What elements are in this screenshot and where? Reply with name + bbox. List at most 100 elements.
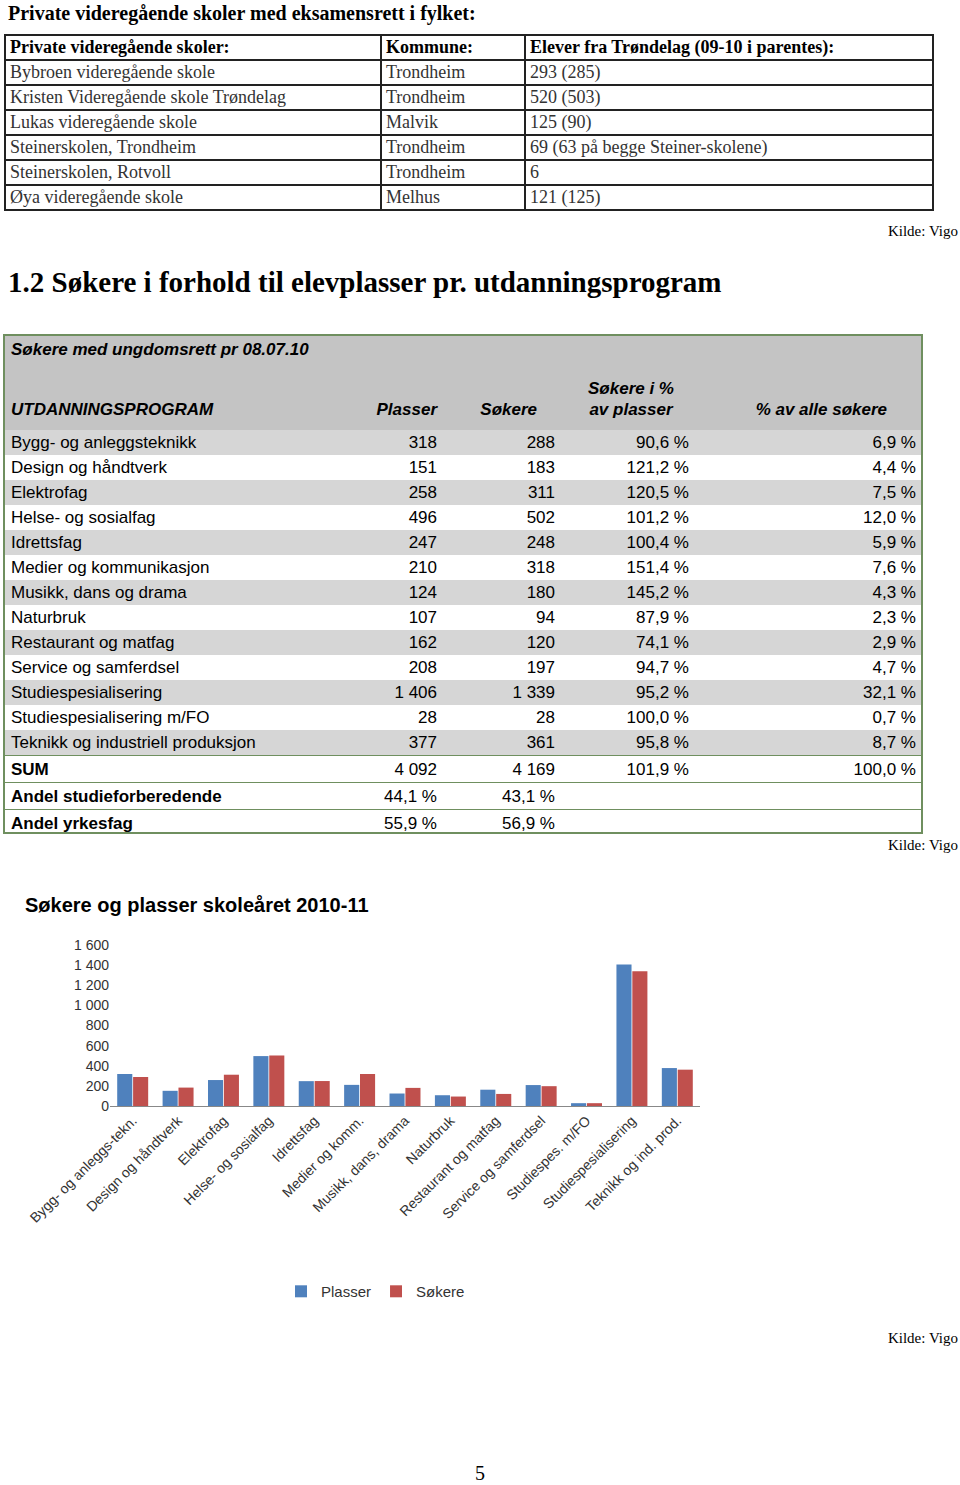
html-text:162: 162 [408, 633, 437, 652]
html-text:101,2 %: 101,2 % [626, 508, 689, 527]
html-text:4,3 %: 4,3 % [872, 583, 916, 602]
svg-text:Elektrofag: Elektrofag [175, 1113, 231, 1169]
html-text:Idrettsfag: Idrettsfag [11, 533, 82, 552]
html-text:Trondheim: Trondheim [386, 162, 466, 182]
html-text:UTDANNINGSPROGRAM: UTDANNINGSPROGRAM [11, 400, 214, 419]
html-text:5,9 %: 5,9 % [872, 533, 916, 552]
svg-text:1 200: 1 200 [74, 977, 109, 993]
html-text:Trondheim: Trondheim [386, 137, 466, 157]
html-text:125 (90): 125 (90) [530, 112, 592, 132]
html-text:74,1 %: 74,1 % [636, 633, 689, 652]
svg-text:Restaurant og matfag: Restaurant og matfag [396, 1113, 503, 1220]
svg-text:Idrettsfag: Idrettsfag [269, 1113, 322, 1166]
svg-text:Service og samferdsel: Service og samferdsel [439, 1113, 548, 1222]
html-text:258: 258 [408, 483, 437, 502]
html-text:Private videregående skoler me: Private videregående skoler med eksamens… [8, 2, 476, 24]
html-text:107: 107 [408, 608, 437, 627]
html-text:247: 247 [408, 533, 437, 552]
html-text:Kristen Videregående skole Trø: Kristen Videregående skole Trøndelag [10, 87, 286, 107]
svg-text:Helse- og sosialfag: Helse- og sosialfag [180, 1113, 276, 1209]
svg-text:0: 0 [101, 1098, 109, 1114]
svg-text:Plasser: Plasser [321, 1283, 371, 1300]
svg-text:1 000: 1 000 [74, 997, 109, 1013]
html-text:311: 311 [527, 483, 555, 502]
html-text:Elektrofag: Elektrofag [11, 483, 88, 502]
html-text:145,2 %: 145,2 % [626, 583, 689, 602]
html-text:Medier og kommunikasjon: Medier og kommunikasjon [11, 558, 210, 577]
html-text:248: 248 [526, 533, 555, 552]
html-text:288: 288 [526, 433, 555, 452]
html-text:Steinerskolen, Rotvoll: Steinerskolen, Rotvoll [10, 162, 171, 182]
svg-text:Medier og komm.: Medier og komm. [279, 1113, 367, 1201]
html-text:Private videregående skoler:: Private videregående skoler: [10, 37, 230, 57]
svg-text:Studiespes. m/FO: Studiespes. m/FO [503, 1112, 594, 1203]
html-text:520 (503): 520 (503) [530, 87, 601, 107]
html-text:Service og samferdsel: Service og samferdsel [11, 658, 180, 677]
svg-text:Studiespesialisering: Studiespesialisering [540, 1113, 639, 1212]
svg-text:800: 800 [86, 1017, 110, 1033]
html-text:Malvik: Malvik [386, 112, 438, 132]
html-text:Steinerskolen, Trondheim: Steinerskolen, Trondheim [10, 137, 196, 157]
html-text:7,5 %: 7,5 % [872, 483, 916, 502]
html-text:Lukas videregående skole: Lukas videregående skole [10, 112, 197, 132]
html-text:502: 502 [526, 508, 555, 527]
svg-text:Naturbruk: Naturbruk [403, 1112, 458, 1167]
html-text:4,4 %: 4,4 % [872, 458, 916, 477]
html-text:Restaurant og matfag: Restaurant og matfag [11, 633, 175, 652]
html-text:Naturbruk: Naturbruk [11, 608, 86, 627]
html-text:151,4 %: 151,4 % [626, 558, 689, 577]
html-text:av plasser: av plasser [589, 400, 673, 419]
html-text:120: 120 [526, 633, 555, 652]
svg-text:1 400: 1 400 [74, 957, 109, 973]
html-text:1.2 Søkere i forhold til elevp: 1.2 Søkere i forhold til elevplasser pr.… [8, 266, 722, 298]
html-text:318: 318 [408, 433, 437, 452]
html-text:Elever fra Trøndelag (09-10 i: Elever fra Trøndelag (09-10 i parentes): [530, 37, 835, 57]
html-text:151: 151 [408, 458, 437, 477]
html-text:12,0 %: 12,0 % [863, 508, 916, 527]
html-text:Design og håndtverk: Design og håndtverk [11, 458, 167, 477]
html-text:Helse- og sosialfag: Helse- og sosialfag [11, 508, 156, 527]
html-text:94: 94 [536, 608, 555, 627]
html-text:180: 180 [526, 583, 555, 602]
html-text:% av alle søkere: % av alle søkere [755, 400, 887, 419]
html-text:Musikk, dans og drama: Musikk, dans og drama [11, 583, 187, 602]
html-text:69 (63 på begge Steiner-skolen: 69 (63 på begge Steiner-skolene) [530, 137, 768, 157]
html-text:Bybroen videregående skole: Bybroen videregående skole [10, 62, 215, 82]
html-text:Plasser: Plasser [376, 400, 437, 419]
html-text:2,9 %: 2,9 % [872, 633, 916, 652]
html-text:210: 210 [408, 558, 437, 577]
html-text:496: 496 [408, 508, 437, 527]
html-text:293 (285): 293 (285) [530, 62, 601, 82]
html-text:318: 318 [526, 558, 555, 577]
html-text:121 (125): 121 (125) [530, 187, 601, 207]
html-text:Melhus: Melhus [386, 187, 440, 207]
html-text:Kommune:: Kommune: [386, 37, 473, 57]
svg-text:Teknikk og ind. prod.: Teknikk og ind. prod. [582, 1113, 684, 1215]
html-text:6,9 %: 6,9 % [872, 433, 916, 452]
svg-text:Søkere: Søkere [416, 1283, 464, 1300]
html-text:Søkere i %: Søkere i % [588, 379, 674, 398]
svg-text:600: 600 [86, 1038, 110, 1054]
html-text:121,2 %: 121,2 % [626, 458, 689, 477]
svg-text:Bygg- og anleggs-tekn.: Bygg- og anleggs-tekn. [27, 1113, 140, 1226]
html-text:7,6 %: 7,6 % [872, 558, 916, 577]
svg-text:Søkere og plasser skoleåret 20: Søkere og plasser skoleåret 2010-11 [25, 894, 369, 916]
svg-text:200: 200 [86, 1078, 110, 1094]
html-text:Søkere: Søkere [480, 400, 537, 419]
html-text:120,5 %: 120,5 % [626, 483, 689, 502]
html-text:Trondheim: Trondheim [386, 87, 466, 107]
html-text:87,9 %: 87,9 % [636, 608, 689, 627]
html-text:100,4 %: 100,4 % [626, 533, 689, 552]
html-text:2,3 %: 2,3 % [872, 608, 916, 627]
svg-text:1 600: 1 600 [74, 937, 109, 953]
svg-text:400: 400 [86, 1058, 110, 1074]
svg-text:Musikk, dans, drama: Musikk, dans, drama [309, 1112, 412, 1215]
html-text:Bygg- og anleggsteknikk: Bygg- og anleggsteknikk [11, 433, 197, 452]
html-text:Søkere med ungdomsrett pr 08.0: Søkere med ungdomsrett pr 08.07.10 [11, 340, 309, 359]
html-text:183: 183 [526, 458, 555, 477]
html-text:124: 124 [408, 583, 437, 602]
html-text:90,6 %: 90,6 % [636, 433, 689, 452]
svg-text:Design og håndtverk: Design og håndtverk [83, 1112, 186, 1215]
html-text:Øya videregående skole: Øya videregående skole [10, 187, 183, 207]
html-text:Trondheim: Trondheim [386, 62, 466, 82]
